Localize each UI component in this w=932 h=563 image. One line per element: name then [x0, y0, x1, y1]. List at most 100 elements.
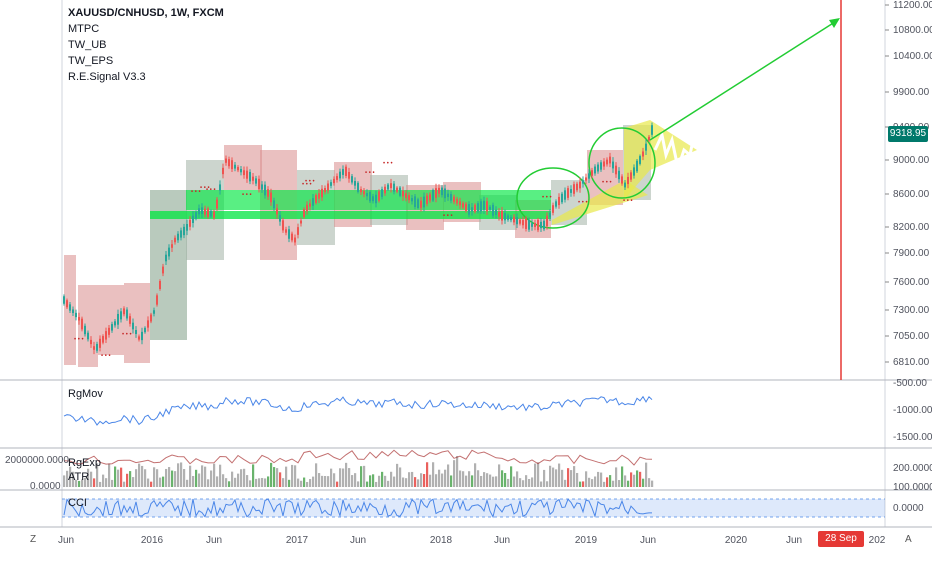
candle-body	[447, 193, 449, 198]
candle-body	[435, 188, 437, 198]
rgexp-bar	[591, 479, 594, 487]
rgexp-bar	[117, 469, 120, 487]
candle-body	[519, 219, 521, 224]
zoom-button[interactable]: Z	[30, 534, 37, 545]
signal-dot: • • •	[542, 195, 552, 201]
indicator-re-signal[interactable]: R.E.Signal V3.3	[68, 71, 146, 83]
candle-body	[528, 219, 530, 230]
candle-body	[465, 203, 467, 211]
candle-body	[147, 320, 149, 328]
candle-body	[141, 331, 143, 341]
rgexp-bar	[546, 481, 549, 487]
rgexp-bar	[189, 465, 192, 487]
rgexp-bar	[303, 477, 306, 487]
rgexp-bar	[435, 474, 438, 487]
rgexp-bar	[279, 472, 282, 487]
candle-body	[564, 190, 566, 200]
rgexp-bar	[144, 469, 147, 487]
rgexp-bar	[609, 475, 612, 487]
cci-label[interactable]: CCI	[68, 497, 87, 509]
price-tick-label: 7300.00	[893, 305, 930, 316]
time-tick-label: Jun	[206, 535, 222, 546]
candle-body	[348, 171, 350, 179]
circle-marker-2	[588, 127, 656, 199]
rgexp-bar	[447, 464, 450, 487]
indicator-tw-ub[interactable]: TW_UB	[68, 39, 107, 51]
rgexp-bar	[372, 474, 375, 487]
rgexp-bar	[312, 476, 315, 487]
cci-band	[62, 499, 885, 517]
signal-dot: • • •	[578, 200, 588, 206]
candle-body	[126, 309, 128, 319]
candle-body	[459, 201, 461, 206]
rgexp-bar	[204, 466, 207, 487]
rgexp-bar	[552, 467, 555, 487]
candle-body	[633, 167, 635, 176]
rgmov-label[interactable]: RgMov	[68, 388, 103, 400]
rgexp-bar	[90, 471, 93, 487]
auto-scale-button[interactable]: A	[905, 534, 912, 545]
candle-body	[90, 339, 92, 345]
price-axis[interactable]: 11200.0010800.0010400.009900.009400.0090…	[885, 0, 932, 368]
rgexp-label[interactable]: RgExp	[68, 457, 102, 469]
rgexp-bar	[438, 469, 441, 487]
time-axis[interactable]: Jun 2016 Jun 2017 Jun 2018 Jun 2019 Jun 2020 Jun 20…	[58, 535, 886, 546]
rgexp-bar	[213, 463, 216, 487]
candle-body	[624, 182, 626, 188]
rgexp-bar	[411, 471, 414, 487]
price-tick-label: 10800.00	[893, 25, 932, 36]
rgexp-bar	[114, 466, 117, 487]
candle-body	[534, 223, 536, 227]
candle-body	[303, 209, 305, 217]
indicator-tw-eps[interactable]: TW_EPS	[68, 55, 114, 67]
symbol-title[interactable]: XAUUSD/CNHUSD, 1W, FXCM	[68, 7, 224, 19]
candle-body	[375, 194, 377, 204]
candle-body	[297, 227, 299, 235]
candle-body	[168, 247, 170, 257]
candle-body	[222, 167, 224, 175]
candle-body	[174, 237, 176, 243]
candle-body	[81, 318, 83, 330]
rgexp-bar	[432, 462, 435, 487]
range-box	[124, 283, 150, 363]
time-tick-label: Jun	[786, 535, 802, 546]
rgexp-bar	[315, 463, 318, 487]
indicator-mtpc[interactable]: MTPC	[68, 23, 100, 35]
candle-body	[552, 205, 554, 213]
rgexp-bar	[300, 480, 303, 487]
rgexp-bar	[543, 469, 546, 487]
candle-body	[198, 208, 200, 215]
candle-body	[384, 186, 386, 194]
rgexp-bar	[519, 478, 522, 487]
rgexp-bar	[489, 474, 492, 487]
rgexp-bar	[510, 466, 513, 487]
candle-body	[510, 217, 512, 221]
rgexp-bar	[462, 471, 465, 487]
candle-body	[105, 331, 107, 340]
candle-body	[501, 210, 503, 221]
rgexp-bar	[495, 476, 498, 487]
candle-body	[477, 203, 479, 212]
candle-body	[255, 178, 257, 184]
rgexp-bar	[297, 478, 300, 487]
candle-body	[330, 182, 332, 186]
candle-body	[516, 217, 518, 225]
rgexp-bar	[615, 467, 618, 487]
rgexp-bar	[318, 473, 321, 487]
rgexp-axis: 200.0000 100.0000 2000000.0000 0.0000	[5, 455, 932, 493]
rgexp-bar	[621, 466, 624, 487]
candle-body	[93, 346, 95, 350]
rgexp-bar	[465, 475, 468, 487]
time-tick-label: 202	[869, 535, 886, 546]
chart-canvas[interactable]: • • •• • •• • •• • •• • •• • •• • •• • •…	[0, 0, 932, 550]
candle-body	[417, 199, 419, 208]
candle-body	[66, 300, 68, 308]
atr-label[interactable]: ATR	[68, 471, 90, 483]
cci-axis: 0.0000	[893, 503, 924, 514]
candle-body	[195, 212, 197, 219]
rgexp-bar	[129, 471, 132, 487]
candle-body	[426, 195, 428, 204]
candle-body	[156, 295, 158, 305]
candle-body	[120, 311, 122, 320]
